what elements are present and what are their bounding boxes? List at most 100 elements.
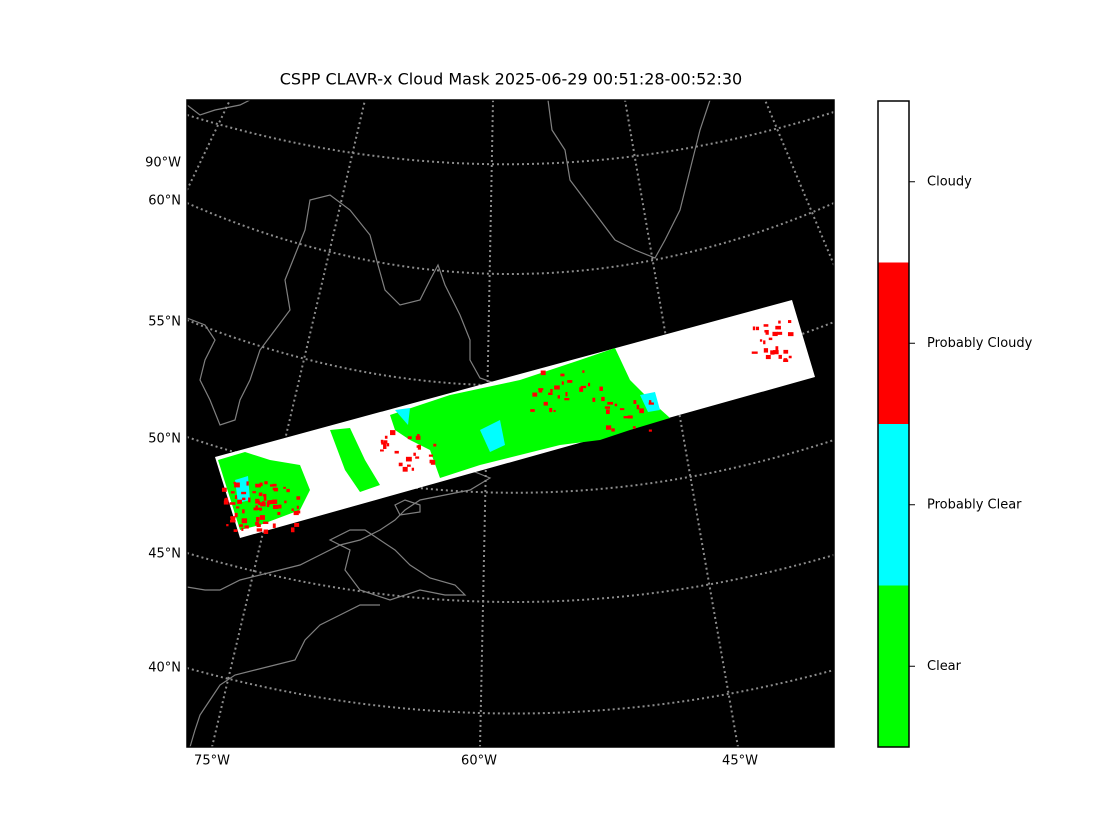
probably-cloudy-pixel xyxy=(380,449,384,452)
probably-cloudy-pixel xyxy=(272,523,276,528)
probably-cloudy-pixel xyxy=(234,482,240,488)
probably-cloudy-pixel xyxy=(763,324,769,327)
probably-cloudy-pixel xyxy=(255,521,259,526)
probably-cloudy-pixel xyxy=(255,498,260,504)
probably-cloudy-pixel xyxy=(565,391,568,397)
probably-cloudy-pixel xyxy=(256,516,260,522)
probably-cloudy-pixel xyxy=(550,388,553,393)
probably-cloudy-pixel xyxy=(253,507,259,511)
probably-cloudy-pixel xyxy=(561,381,564,385)
probably-cloudy-pixel xyxy=(413,452,416,456)
probably-cloudy-pixel xyxy=(783,358,788,362)
probably-cloudy-pixel xyxy=(787,332,794,337)
probably-cloudy-pixel xyxy=(614,403,618,407)
latitude-label: 45°N xyxy=(148,547,181,562)
probably-cloudy-pixel xyxy=(639,408,644,414)
probably-cloudy-pixel xyxy=(263,496,267,501)
map-frame xyxy=(186,99,835,748)
probably-cloudy-pixel xyxy=(787,320,792,324)
map-title: CSPP CLAVR-x Cloud Mask 2025-06-29 00:51… xyxy=(280,70,742,89)
probably-cloudy-pixel xyxy=(236,506,240,509)
probably-cloudy-pixel xyxy=(229,502,236,505)
probably-cloudy-pixel xyxy=(262,493,267,497)
probably-cloudy-pixel xyxy=(755,326,760,331)
colorbar: Cloudy Probably Cloudy Probably Clear Clear xyxy=(877,100,1033,748)
probably-cloudy-pixel xyxy=(619,408,625,411)
probably-cloudy-pixel xyxy=(405,456,412,462)
probably-cloudy-pixel xyxy=(394,450,399,454)
probably-cloudy-pixel xyxy=(294,523,300,527)
probably-cloudy-pixel xyxy=(296,505,299,509)
probably-cloudy-pixel xyxy=(554,385,560,390)
probably-cloudy-pixel xyxy=(417,433,420,437)
probably-cloudy-pixel xyxy=(763,340,766,345)
probably-cloudy-pixel xyxy=(233,529,238,532)
probably-cloudy-pixel xyxy=(580,385,587,389)
probably-cloudy-pixel xyxy=(224,498,229,504)
probably-cloudy-pixel xyxy=(605,409,610,415)
colorbar-segment xyxy=(878,262,909,424)
probably-cloudy-pixel xyxy=(398,462,403,467)
swath-clear xyxy=(390,348,670,478)
probably-cloudy-pixel xyxy=(268,500,274,505)
probably-cloudy-pixel xyxy=(605,425,612,430)
probably-cloudy-pixel xyxy=(386,443,390,447)
probably-cloudy-pixel xyxy=(246,481,249,486)
probably-cloudy-pixel xyxy=(775,325,781,330)
colorbar-label: Cloudy xyxy=(927,174,972,189)
probably-cloudy-pixel xyxy=(433,443,437,447)
probably-cloudy-pixel xyxy=(411,467,415,471)
probably-cloudy-pixel xyxy=(233,481,236,484)
probably-cloudy-pixel xyxy=(778,320,781,324)
probably-cloudy-pixel xyxy=(234,495,238,500)
probably-cloudy-pixel xyxy=(383,444,387,450)
probably-cloudy-pixel xyxy=(752,326,756,331)
probably-cloudy-pixel xyxy=(380,439,384,443)
probably-cloudy-pixel xyxy=(291,508,294,511)
probably-cloudy-pixel xyxy=(604,406,611,409)
probably-cloudy-pixel xyxy=(538,388,544,391)
probably-cloudy-pixel xyxy=(415,435,421,440)
probably-cloudy-pixel xyxy=(269,484,274,487)
probably-cloudy-pixel xyxy=(587,382,591,387)
colorbar-segment xyxy=(878,585,909,747)
probably-cloudy-pixel xyxy=(417,444,422,450)
probably-cloudy-pixel xyxy=(234,512,238,518)
probably-cloudy-pixel xyxy=(549,407,553,413)
probably-cloudy-pixel xyxy=(775,346,779,351)
probably-cloudy-pixel xyxy=(548,392,553,395)
map-layers xyxy=(187,100,834,747)
probably-cloudy-pixel xyxy=(241,527,244,531)
cloud-mask-swath xyxy=(215,300,815,538)
probably-cloudy-pixel xyxy=(255,483,262,488)
probably-cloudy-pixel xyxy=(242,509,245,514)
probably-cloudy-pixel xyxy=(296,510,301,514)
longitude-label: 75°W xyxy=(194,754,230,769)
swath-clear xyxy=(330,428,380,492)
colorbar-label: Clear xyxy=(927,659,962,674)
probably-cloudy-pixel xyxy=(759,339,763,342)
probably-cloudy-pixel xyxy=(567,380,573,383)
probably-cloudy-pixel xyxy=(773,350,779,355)
colorbar-frame xyxy=(877,100,910,748)
probably-cloudy-pixel xyxy=(230,516,236,522)
probably-cloudy-pixel xyxy=(241,491,247,495)
probably-cloudy-pixel xyxy=(237,499,242,504)
latitude-label: 50°N xyxy=(148,432,181,447)
probably-cloudy-pixel xyxy=(751,351,758,354)
probably-cloudy-pixel xyxy=(390,430,396,436)
axis-labels: 90°W 60°N 55°N 50°N 45°N 40°N 75°W 60°W 45°W xyxy=(145,156,758,769)
latitude-label: 90°W xyxy=(145,156,181,171)
probably-cloudy-pixel xyxy=(384,435,388,439)
probably-cloudy-pixel xyxy=(256,523,261,528)
probably-cloudy-pixel xyxy=(381,442,386,445)
probably-cloudy-pixel xyxy=(416,445,419,448)
probably-cloudy-pixel xyxy=(230,491,235,494)
probably-cloudy-pixel xyxy=(765,354,771,360)
probably-cloudy-pixel xyxy=(272,487,278,491)
probably-cloudy-pixel xyxy=(582,370,585,373)
probably-cloudy-pixel xyxy=(592,397,596,402)
probably-cloudy-pixel xyxy=(623,416,629,419)
probably-cloudy-pixel xyxy=(530,409,535,412)
